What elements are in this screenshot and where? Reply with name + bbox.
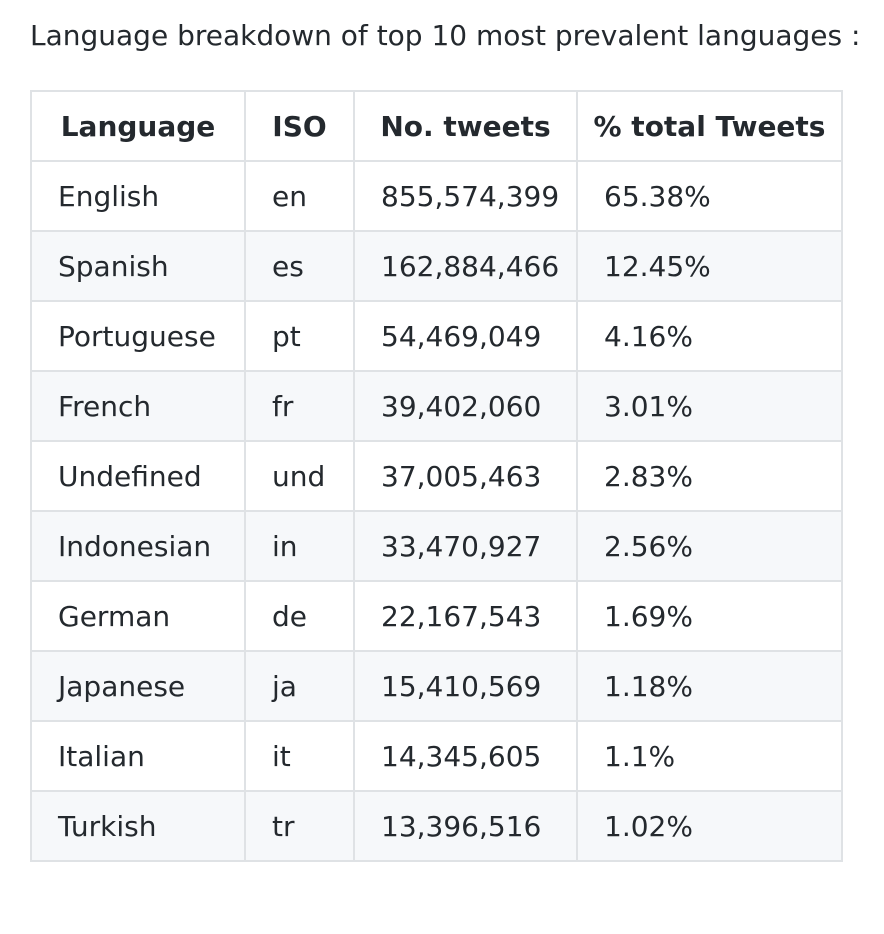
cell-language: Italian — [30, 720, 246, 792]
table-row: Indonesian in 33,470,927 2.56% — [30, 510, 843, 582]
cell-percent: 2.56% — [576, 510, 843, 582]
cell-language: Undefined — [30, 440, 246, 512]
cell-no-tweets: 855,574,399 — [353, 160, 578, 232]
cell-no-tweets: 22,167,543 — [353, 580, 578, 652]
cell-language: German — [30, 580, 246, 652]
table-row: Portuguese pt 54,469,049 4.16% — [30, 300, 843, 372]
cell-percent: 12.45% — [576, 230, 843, 302]
language-table: Language ISO No. tweets % total Tweets E… — [30, 90, 843, 862]
cell-percent: 2.83% — [576, 440, 843, 512]
cell-no-tweets: 15,410,569 — [353, 650, 578, 722]
cell-percent: 4.16% — [576, 300, 843, 372]
cell-language: Portuguese — [30, 300, 246, 372]
header-no-tweets: No. tweets — [353, 90, 578, 162]
header-language: Language — [30, 90, 246, 162]
table-row: Spanish es 162,884,466 12.45% — [30, 230, 843, 302]
table-row: Italian it 14,345,605 1.1% — [30, 720, 843, 792]
cell-no-tweets: 13,396,516 — [353, 790, 578, 862]
cell-iso: ja — [244, 650, 355, 722]
cell-language: Spanish — [30, 230, 246, 302]
cell-iso: es — [244, 230, 355, 302]
header-percent-total: % total Tweets — [576, 90, 843, 162]
intro-text: Language breakdown of top 10 most preval… — [30, 19, 861, 52]
header-row: Language ISO No. tweets % total Tweets — [30, 90, 843, 162]
cell-no-tweets: 162,884,466 — [353, 230, 578, 302]
cell-iso: it — [244, 720, 355, 792]
cell-language: Indonesian — [30, 510, 246, 582]
cell-iso: tr — [244, 790, 355, 862]
cell-language: French — [30, 370, 246, 442]
cell-iso: und — [244, 440, 355, 512]
cell-iso: in — [244, 510, 355, 582]
header-iso: ISO — [244, 90, 355, 162]
cell-no-tweets: 37,005,463 — [353, 440, 578, 512]
cell-iso: fr — [244, 370, 355, 442]
cell-no-tweets: 54,469,049 — [353, 300, 578, 372]
cell-percent: 1.18% — [576, 650, 843, 722]
table-row: French fr 39,402,060 3.01% — [30, 370, 843, 442]
cell-no-tweets: 33,470,927 — [353, 510, 578, 582]
cell-percent: 1.69% — [576, 580, 843, 652]
table-header: Language ISO No. tweets % total Tweets — [30, 90, 843, 162]
cell-iso: de — [244, 580, 355, 652]
cell-percent: 3.01% — [576, 370, 843, 442]
cell-no-tweets: 39,402,060 — [353, 370, 578, 442]
table-row: English en 855,574,399 65.38% — [30, 160, 843, 232]
table-row: Undefined und 37,005,463 2.83% — [30, 440, 843, 512]
table-row: Turkish tr 13,396,516 1.02% — [30, 790, 843, 862]
cell-iso: en — [244, 160, 355, 232]
table-row: German de 22,167,543 1.69% — [30, 580, 843, 652]
cell-language: Japanese — [30, 650, 246, 722]
cell-language: Turkish — [30, 790, 246, 862]
cell-iso: pt — [244, 300, 355, 372]
cell-no-tweets: 14,345,605 — [353, 720, 578, 792]
table-row: Japanese ja 15,410,569 1.18% — [30, 650, 843, 722]
cell-percent: 65.38% — [576, 160, 843, 232]
cell-percent: 1.1% — [576, 720, 843, 792]
cell-language: English — [30, 160, 246, 232]
cell-percent: 1.02% — [576, 790, 843, 862]
table-body: English en 855,574,399 65.38% Spanish es… — [30, 160, 843, 862]
